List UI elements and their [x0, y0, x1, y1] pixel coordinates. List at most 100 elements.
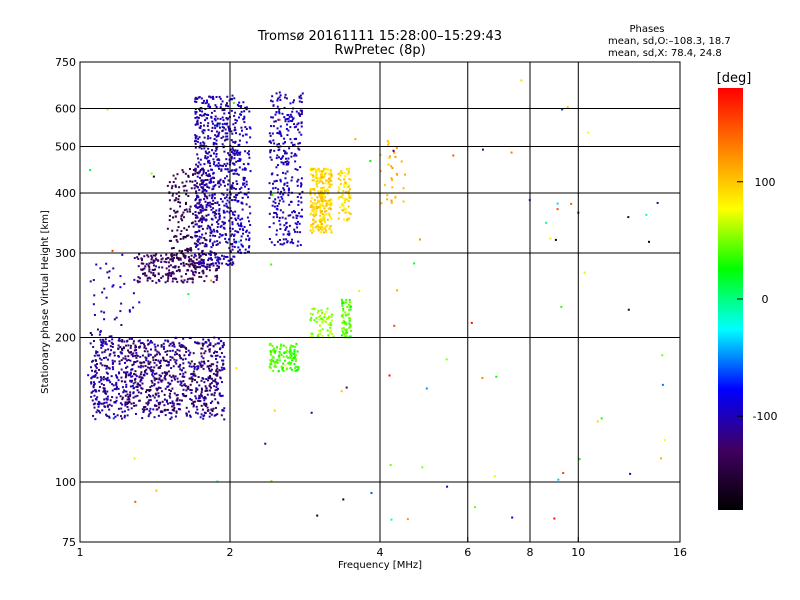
data-point [317, 334, 320, 337]
data-point [142, 409, 145, 412]
data-point [183, 375, 186, 378]
data-point [185, 193, 188, 196]
data-point [194, 214, 197, 217]
data-point [188, 377, 191, 380]
data-point [187, 293, 190, 296]
data-point [213, 380, 216, 383]
data-point [204, 238, 207, 241]
data-point [185, 406, 188, 409]
data-point [337, 190, 340, 193]
data-point [139, 380, 142, 383]
data-point [279, 180, 282, 183]
data-point [230, 199, 233, 202]
data-point [124, 394, 127, 397]
data-point [202, 360, 205, 363]
data-point [207, 201, 210, 204]
data-point [280, 134, 283, 137]
data-point [209, 234, 212, 237]
data-point [321, 321, 324, 324]
data-point [96, 409, 99, 412]
data-point [233, 241, 236, 244]
data-point [132, 382, 135, 385]
data-point [213, 230, 216, 233]
data-point [207, 365, 210, 368]
data-point [148, 262, 151, 265]
data-point [145, 274, 148, 277]
data-point [340, 314, 343, 317]
data-point [216, 401, 219, 404]
data-point [202, 141, 205, 144]
data-point [232, 182, 235, 185]
data-point [212, 158, 215, 161]
data-point [315, 169, 318, 172]
data-point [242, 232, 245, 235]
data-point [182, 372, 185, 375]
data-point [155, 258, 158, 261]
data-point [239, 158, 242, 161]
data-point [229, 259, 232, 262]
data-point [155, 265, 158, 268]
data-point [206, 389, 209, 392]
data-point [313, 319, 316, 322]
data-point [165, 364, 168, 367]
data-point [194, 216, 197, 219]
data-point [182, 253, 185, 256]
data-point [383, 184, 386, 187]
data-point [128, 401, 131, 404]
data-point [236, 200, 239, 203]
data-point [179, 205, 182, 208]
data-point [293, 353, 296, 356]
data-point [167, 256, 170, 259]
data-point [222, 209, 225, 212]
data-point [201, 408, 204, 411]
data-point [180, 250, 183, 253]
data-point [246, 234, 249, 237]
data-point [196, 206, 199, 209]
data-point [286, 123, 289, 126]
data-point [137, 365, 140, 368]
data-point [111, 359, 114, 362]
data-point [215, 269, 218, 272]
data-point [141, 408, 144, 411]
data-point [221, 408, 224, 411]
data-point [285, 162, 288, 165]
x-tick-label: 1 [77, 546, 84, 559]
data-point [271, 95, 274, 98]
data-point [223, 255, 226, 258]
data-point [276, 240, 279, 243]
data-point [268, 225, 271, 228]
data-point [240, 225, 243, 228]
data-point [180, 275, 183, 278]
data-point [192, 173, 195, 176]
data-point [224, 132, 227, 135]
data-point [231, 184, 234, 187]
data-point [203, 129, 206, 132]
data-point [347, 309, 350, 312]
data-point [103, 350, 106, 353]
data-point [177, 408, 180, 411]
data-point [273, 244, 276, 247]
data-point [218, 392, 221, 395]
data-point [237, 173, 240, 176]
data-point [210, 258, 213, 261]
data-point [289, 346, 292, 349]
data-point [182, 281, 185, 284]
data-point [186, 278, 189, 281]
data-point [206, 197, 209, 200]
data-point [204, 218, 207, 221]
data-point [136, 385, 139, 388]
data-point [292, 356, 295, 359]
data-point [231, 147, 234, 150]
data-point [145, 389, 148, 392]
data-point [346, 219, 349, 222]
data-point [269, 156, 272, 159]
data-point [179, 237, 182, 240]
data-point [154, 392, 157, 395]
data-point [157, 278, 160, 281]
data-point [394, 155, 397, 158]
stats-title: Phases [629, 24, 664, 35]
data-point [217, 258, 220, 261]
data-point [141, 377, 144, 380]
data-point [566, 105, 569, 108]
data-point [389, 463, 392, 466]
